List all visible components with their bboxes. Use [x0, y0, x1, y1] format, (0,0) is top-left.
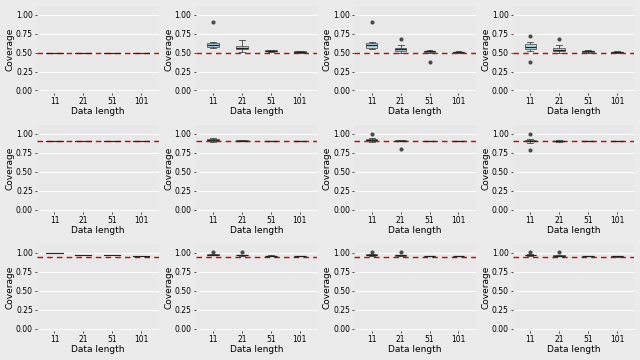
PathPatch shape	[236, 140, 248, 141]
Y-axis label: Coverage: Coverage	[164, 147, 173, 190]
Y-axis label: Coverage: Coverage	[323, 27, 332, 71]
PathPatch shape	[395, 255, 406, 256]
Y-axis label: Coverage: Coverage	[481, 147, 490, 190]
PathPatch shape	[582, 51, 594, 52]
PathPatch shape	[525, 255, 536, 256]
X-axis label: Data length: Data length	[547, 346, 600, 355]
Y-axis label: Coverage: Coverage	[6, 147, 15, 190]
PathPatch shape	[395, 48, 406, 51]
Y-axis label: Coverage: Coverage	[323, 147, 332, 190]
X-axis label: Data length: Data length	[71, 107, 125, 116]
X-axis label: Data length: Data length	[230, 346, 284, 355]
Y-axis label: Coverage: Coverage	[481, 266, 490, 309]
PathPatch shape	[366, 43, 378, 48]
Y-axis label: Coverage: Coverage	[164, 27, 173, 71]
X-axis label: Data length: Data length	[388, 107, 442, 116]
PathPatch shape	[366, 139, 378, 141]
Y-axis label: Coverage: Coverage	[323, 266, 332, 309]
X-axis label: Data length: Data length	[230, 107, 284, 116]
PathPatch shape	[525, 140, 536, 141]
X-axis label: Data length: Data length	[547, 107, 600, 116]
PathPatch shape	[395, 140, 406, 141]
PathPatch shape	[525, 44, 536, 49]
PathPatch shape	[236, 46, 248, 49]
PathPatch shape	[554, 48, 565, 51]
X-axis label: Data length: Data length	[388, 346, 442, 355]
PathPatch shape	[294, 51, 306, 52]
PathPatch shape	[207, 43, 219, 47]
PathPatch shape	[611, 52, 623, 53]
X-axis label: Data length: Data length	[71, 226, 125, 235]
PathPatch shape	[554, 140, 565, 141]
PathPatch shape	[265, 50, 276, 51]
PathPatch shape	[236, 255, 248, 256]
PathPatch shape	[452, 52, 464, 53]
X-axis label: Data length: Data length	[230, 226, 284, 235]
Y-axis label: Coverage: Coverage	[164, 266, 173, 309]
Y-axis label: Coverage: Coverage	[6, 266, 15, 309]
X-axis label: Data length: Data length	[547, 226, 600, 235]
PathPatch shape	[554, 255, 565, 256]
Y-axis label: Coverage: Coverage	[6, 27, 15, 71]
X-axis label: Data length: Data length	[388, 226, 442, 235]
PathPatch shape	[424, 51, 435, 52]
Y-axis label: Coverage: Coverage	[481, 27, 490, 71]
PathPatch shape	[207, 254, 219, 255]
X-axis label: Data length: Data length	[71, 346, 125, 355]
PathPatch shape	[207, 139, 219, 141]
